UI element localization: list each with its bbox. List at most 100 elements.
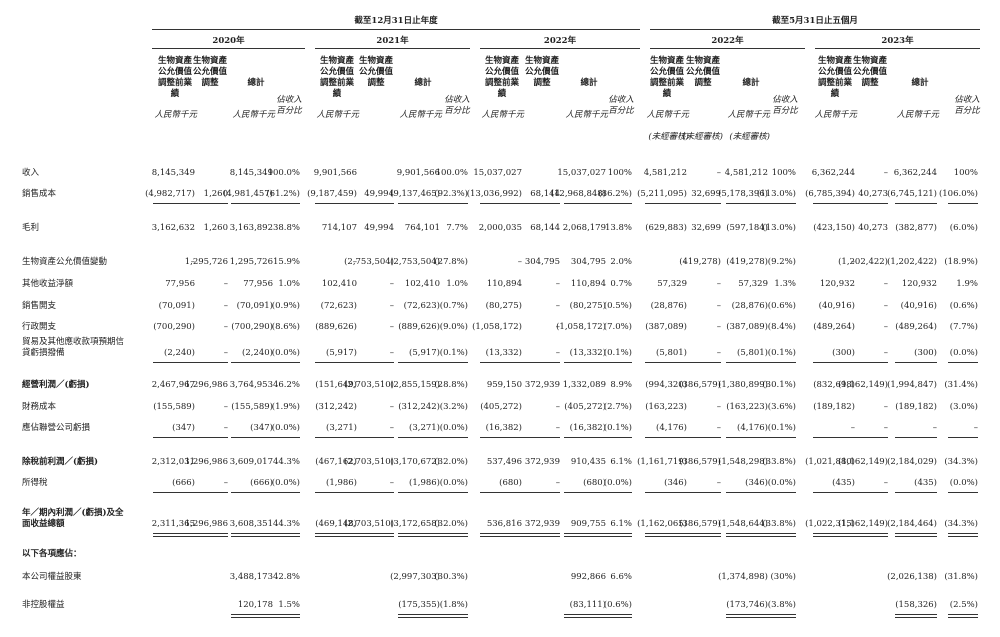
- cell-value: (435): [832, 478, 855, 488]
- cell-value: –: [223, 423, 228, 433]
- cell-value: (386,579): [679, 457, 721, 467]
- cell-value: (5,801): [656, 348, 687, 358]
- rule: [895, 617, 937, 618]
- rule: [480, 48, 640, 49]
- cell-value: 3,608,351: [229, 519, 273, 529]
- row-label: 財務成本: [22, 402, 57, 412]
- cell-value: (347): [172, 423, 195, 433]
- unit-label: 人民幣千元: [232, 110, 275, 120]
- rule: [398, 492, 440, 493]
- cell-value: (3.2%): [439, 402, 468, 412]
- row-label: 非控股權益: [22, 600, 65, 610]
- cell-value: (382,877): [895, 223, 937, 233]
- cell-value: 2,312,031: [151, 457, 195, 467]
- cell-value: (40,916): [900, 301, 937, 311]
- rule: [766, 533, 796, 534]
- rule: [846, 536, 888, 537]
- cell-value: 1,295,726: [184, 257, 228, 267]
- cell-value: 3,609,017: [229, 457, 273, 467]
- cell-value: 4,581,212: [643, 168, 687, 178]
- column-header: 生物資產公允價值調整前業績: [319, 56, 354, 99]
- cell-value: 2.0%: [610, 257, 632, 267]
- rule: [270, 536, 300, 537]
- cell-value: (32.0%): [434, 457, 468, 467]
- cell-value: (1,548,644): [718, 519, 768, 529]
- rule: [186, 203, 228, 204]
- cell-value: –: [555, 423, 560, 433]
- year-header: 2020年: [212, 36, 245, 46]
- rule: [813, 203, 855, 204]
- rule: [895, 614, 937, 615]
- cell-value: (405,272): [480, 402, 522, 412]
- cell-value: (3.0%): [949, 402, 978, 412]
- cell-value: 1.5%: [278, 600, 300, 610]
- rule: [352, 533, 394, 534]
- column-header: 總計: [247, 78, 265, 88]
- cell-value: (31.4%): [944, 380, 978, 390]
- column-header: 總計: [414, 78, 432, 88]
- cell-value: –: [883, 478, 888, 488]
- row-label: 其他收益淨額: [22, 279, 74, 289]
- cell-value: (106.0%): [938, 189, 978, 199]
- cell-value: 68,144: [530, 189, 560, 199]
- rule: [846, 533, 888, 534]
- cell-value: (5,917): [326, 348, 357, 358]
- cell-value: (189,182): [895, 402, 937, 412]
- rule: [766, 362, 796, 363]
- rule: [948, 614, 978, 615]
- cell-value: (0.1%): [603, 423, 632, 433]
- cell-value: (386,579): [679, 519, 721, 529]
- cell-value: (1,380,899): [718, 380, 768, 390]
- cell-value: 7.7%: [446, 223, 468, 233]
- cell-value: (1,021,880): [805, 457, 855, 467]
- cell-value: (158,326): [895, 600, 937, 610]
- cell-value: (6,785,394): [805, 189, 855, 199]
- rule: [438, 203, 468, 204]
- cell-value: (1,161,719): [637, 457, 687, 467]
- cell-value: (163,223): [645, 402, 687, 412]
- cell-value: (2,703,510): [344, 380, 394, 390]
- row-label: 銷售成本: [22, 189, 57, 199]
- cell-value: –: [883, 348, 888, 358]
- cell-value: 38.8%: [272, 223, 300, 233]
- cell-value: 100.0%: [435, 168, 468, 178]
- column-header: 總計: [742, 78, 760, 88]
- cell-value: –: [716, 423, 721, 433]
- rule: [352, 203, 394, 204]
- rule: [231, 617, 273, 618]
- unit-label: 人民幣千元: [646, 110, 689, 120]
- cell-value: 2,311,365: [151, 519, 195, 529]
- cell-value: –: [883, 279, 888, 289]
- column-header: 生物資產公允價值調整: [192, 56, 227, 88]
- cell-value: (28.8%): [434, 380, 468, 390]
- cell-value: (32.0%): [434, 519, 468, 529]
- rule: [352, 536, 394, 537]
- period-header: 截至12月31日止年度: [354, 16, 438, 26]
- cell-value: (1,986): [409, 478, 440, 488]
- cell-value: (347): [250, 423, 273, 433]
- year-header: 2023年: [881, 36, 914, 46]
- cell-value: (423,150): [813, 223, 855, 233]
- cell-value: –: [223, 478, 228, 488]
- rule: [726, 536, 768, 537]
- cell-value: (86.2%): [598, 189, 632, 199]
- rule: [813, 437, 855, 438]
- cell-value: 49,994: [364, 223, 394, 233]
- rule: [846, 437, 888, 438]
- cell-value: 714,107: [321, 223, 357, 233]
- rule: [438, 617, 468, 618]
- cell-value: (4,176): [737, 423, 768, 433]
- rule: [813, 536, 855, 537]
- cell-value: (9,137,465): [390, 189, 440, 199]
- cell-value: (2,703,510): [344, 457, 394, 467]
- rule: [564, 203, 606, 204]
- cell-value: (629,883): [645, 223, 687, 233]
- year-header: 2022年: [543, 36, 577, 46]
- cell-value: (1,022,315): [805, 519, 855, 529]
- rule: [813, 492, 855, 493]
- rule: [564, 614, 606, 615]
- cell-value: (994,320): [645, 380, 687, 390]
- rule: [564, 362, 606, 363]
- cell-value: (83,111): [569, 600, 606, 610]
- cell-value: (163,223): [726, 402, 768, 412]
